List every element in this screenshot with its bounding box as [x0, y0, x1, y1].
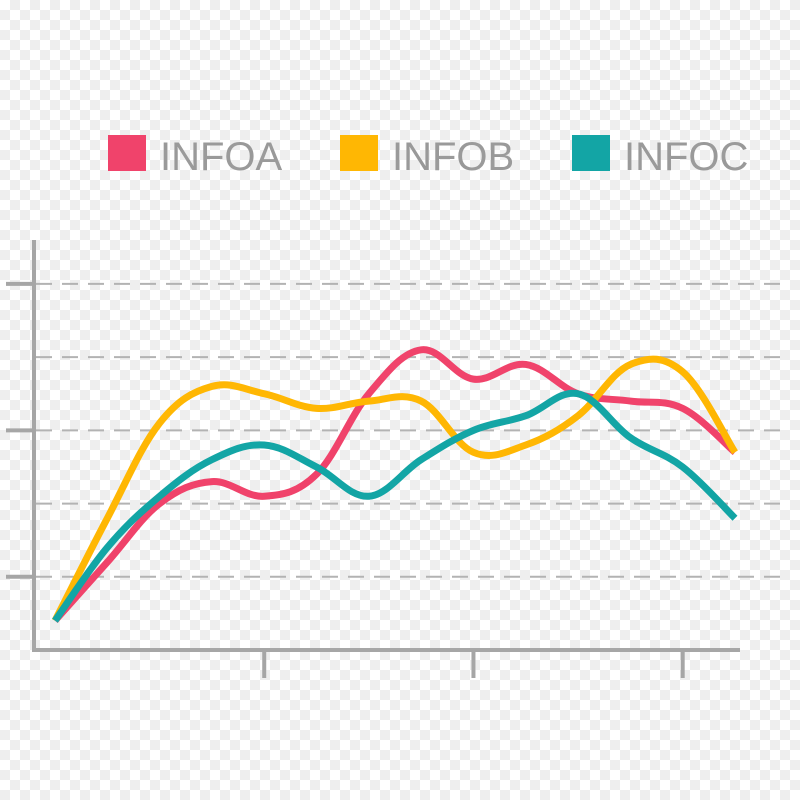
series-line-infob — [51, 355, 738, 623]
legend-label: INFOA — [160, 135, 283, 179]
legend-swatch — [340, 135, 378, 171]
gridlines — [36, 282, 790, 578]
legend-label: INFOB — [392, 135, 514, 179]
axes — [32, 240, 740, 652]
series-line-infoa — [52, 346, 738, 624]
series-line-infoc — [52, 389, 738, 623]
axis-ticks — [6, 281, 685, 678]
legend-label: INFOC — [624, 135, 748, 179]
legend-swatch — [108, 135, 146, 171]
legend-swatch — [572, 135, 610, 171]
series-lines — [51, 346, 738, 624]
legend: INFOA INFOB INFOC — [108, 135, 748, 179]
